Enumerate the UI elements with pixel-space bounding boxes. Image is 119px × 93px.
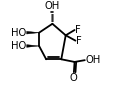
Text: O: O [69, 73, 77, 83]
Polygon shape [27, 45, 39, 47]
Text: OH: OH [45, 1, 60, 11]
Text: HO: HO [11, 28, 26, 38]
Text: F: F [75, 25, 81, 35]
Text: F: F [76, 36, 82, 46]
Text: OH: OH [86, 55, 101, 65]
Text: HO: HO [11, 41, 26, 51]
Polygon shape [27, 31, 39, 34]
